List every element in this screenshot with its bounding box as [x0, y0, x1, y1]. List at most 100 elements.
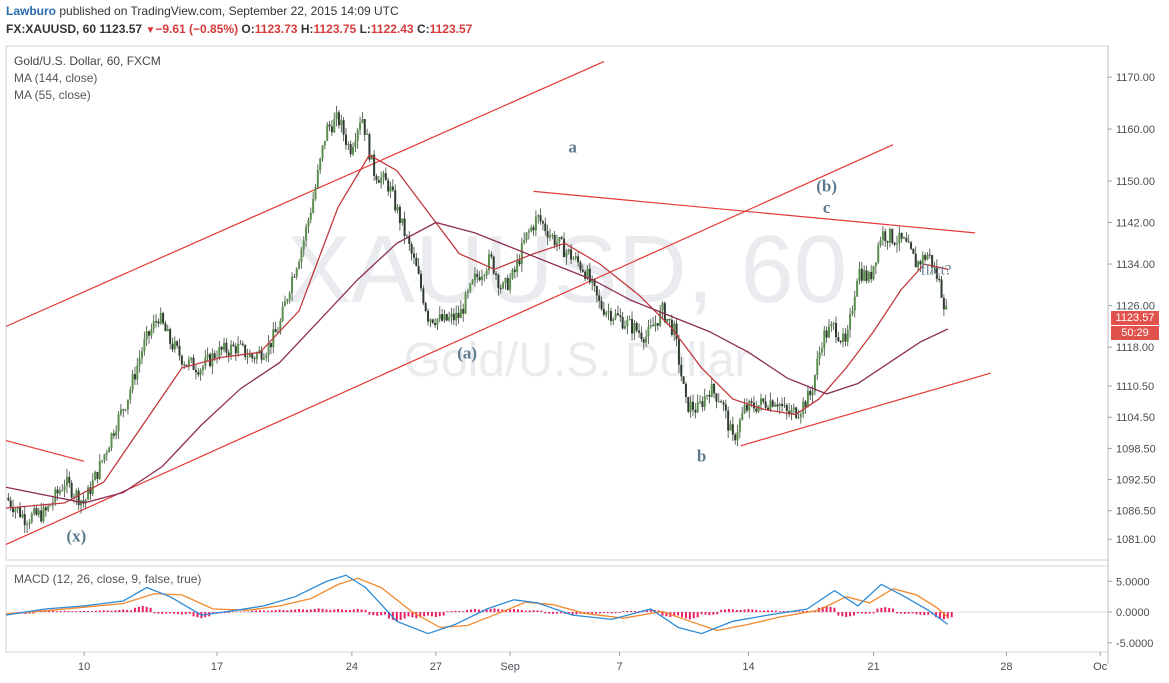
candle-body	[788, 411, 791, 415]
candle-body	[806, 390, 809, 408]
candle-body	[551, 235, 554, 237]
candle-body	[628, 319, 631, 321]
last-price: 1123.57	[99, 22, 143, 36]
candle-body	[335, 112, 338, 119]
candle-body	[387, 180, 390, 192]
candle-body	[631, 319, 634, 334]
candle-body	[91, 480, 94, 495]
author-link[interactable]: Lawburo	[6, 4, 56, 18]
candle-body	[804, 401, 807, 408]
last-price-badge: 1123.57	[1111, 311, 1159, 326]
candle-body	[623, 326, 626, 329]
candle-body	[844, 333, 847, 342]
candle-body	[398, 206, 401, 224]
candle-body	[138, 358, 141, 366]
time-tick-label: 7	[616, 661, 622, 673]
candle-body	[180, 355, 183, 365]
candle-body	[19, 507, 22, 518]
candle-body	[572, 258, 575, 260]
candle-body	[244, 344, 247, 358]
candle-body	[269, 342, 272, 348]
ohlc-high: H:1123.75	[300, 22, 357, 36]
candle-body	[28, 522, 31, 525]
candle-body	[659, 310, 662, 326]
candle-body	[288, 293, 291, 300]
candle-body	[457, 312, 460, 318]
candle-body	[434, 322, 437, 326]
candle-body	[720, 401, 723, 403]
candle-body	[851, 310, 854, 314]
candle-body	[598, 295, 601, 301]
candle-body	[518, 260, 521, 265]
candle-body	[842, 333, 845, 343]
candle-body	[178, 345, 181, 356]
candle-body	[691, 401, 694, 410]
candle-body	[565, 251, 568, 258]
candle-body	[558, 237, 561, 243]
candle-body	[394, 190, 397, 211]
candle-body	[352, 146, 355, 155]
candle-body	[621, 316, 624, 329]
candle-body	[361, 119, 364, 123]
candle-body	[790, 409, 793, 415]
candle-body	[286, 299, 289, 302]
publish-info: published on TradingView.com, September …	[59, 4, 399, 18]
price-tick-label: 1170.00	[1116, 72, 1155, 84]
candle-body	[237, 343, 240, 354]
candle-body	[488, 254, 491, 271]
macd-tick-label: 5.0000	[1116, 576, 1150, 588]
macd-legend[interactable]: MACD (12, 26, close, 9, false, true)	[14, 572, 202, 586]
candle-body	[600, 300, 603, 310]
candle-body	[724, 404, 727, 411]
candle-body	[884, 231, 887, 242]
symbol-label[interactable]: FX:XAUUSD, 60	[6, 22, 97, 36]
candle-body	[548, 235, 551, 238]
candle-body	[274, 329, 277, 333]
candle-body	[825, 330, 828, 338]
candle-body	[509, 278, 512, 290]
candle-body	[33, 508, 36, 514]
candle-body	[785, 405, 788, 412]
candle-body	[384, 173, 387, 181]
main-legend-title[interactable]: Gold/U.S. Dollar, 60, FXCM	[14, 54, 161, 68]
candle-body	[9, 500, 12, 507]
candle-body	[87, 487, 90, 500]
candle-body	[654, 323, 657, 327]
candle-body	[448, 317, 451, 321]
candle-body	[223, 342, 226, 350]
candle-body	[213, 353, 216, 359]
candle-body	[459, 308, 462, 318]
candle-body	[713, 383, 716, 394]
ma144-legend[interactable]: MA (144, close)	[14, 71, 98, 85]
candle-body	[157, 321, 160, 324]
candle-body	[710, 383, 713, 397]
candle-body	[391, 186, 394, 191]
candle-body	[403, 218, 406, 236]
candle-body	[570, 249, 573, 260]
candle-body	[115, 431, 118, 436]
candle-body	[727, 410, 730, 431]
candle-body	[164, 323, 167, 332]
price-tick-label: 1160.00	[1116, 124, 1155, 136]
candle-body	[860, 268, 863, 281]
candle-body	[867, 272, 870, 281]
trendline	[740, 372, 991, 447]
wave-label: (b)	[816, 176, 837, 195]
candle-body	[942, 297, 945, 310]
candle-body	[668, 318, 671, 320]
candle-body	[291, 276, 294, 294]
candle-body	[375, 175, 378, 181]
candle-body	[783, 405, 786, 407]
trendline	[5, 61, 605, 327]
candle-body	[917, 261, 920, 268]
candle-body	[239, 343, 242, 345]
candle-body	[389, 186, 392, 192]
candle-body	[717, 401, 720, 403]
ma55-legend[interactable]: MA (55, close)	[14, 88, 91, 102]
candle-body	[661, 303, 664, 311]
candle-body	[938, 278, 941, 280]
candle-body	[689, 401, 692, 412]
candle-body	[870, 272, 873, 280]
candle-body	[77, 490, 80, 506]
